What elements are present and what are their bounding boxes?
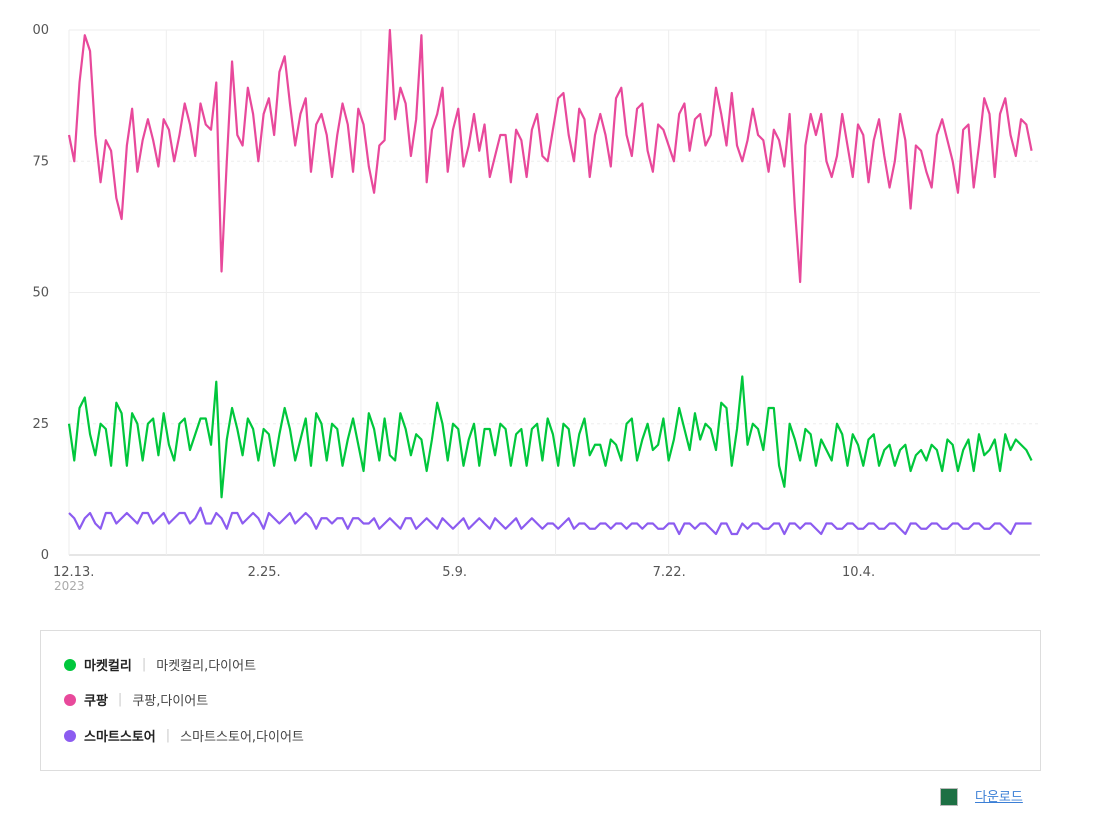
legend-item: 마켓컬리 | 마켓컬리,다이어트 bbox=[64, 655, 256, 674]
y-tick-label: 00 bbox=[32, 23, 49, 38]
x-tick-label: 5.9. bbox=[442, 565, 467, 580]
y-tick-label: 25 bbox=[32, 417, 49, 432]
chart: 0 25 50 75 00 12.13. 2.25. 5.9. 7.22. 10.4. 2023 bbox=[32, 23, 1040, 593]
x-tick-label: 2.25. bbox=[248, 565, 281, 580]
legend-keywords: 쿠팡,다이어트 bbox=[132, 694, 209, 709]
x-tick-label: 10.4. bbox=[842, 565, 875, 580]
series-line bbox=[67, 28, 1033, 284]
legend-label: 쿠팡 bbox=[84, 694, 108, 709]
series-line bbox=[68, 506, 1032, 536]
legend-item: 쿠팡 | 쿠팡,다이어트 bbox=[64, 690, 208, 709]
legend-label: 마켓컬리 bbox=[84, 659, 132, 674]
legend-marker bbox=[64, 729, 76, 742]
legend-separator: | bbox=[141, 657, 147, 672]
y-tick-label: 0 bbox=[41, 548, 49, 563]
x-tick-label: 12.13. bbox=[53, 565, 94, 580]
legend-item: 스마트스토어 | 스마트스토어,다이어트 bbox=[64, 726, 304, 745]
legend-keywords: 마켓컬리,다이어트 bbox=[156, 659, 257, 674]
legend-separator: | bbox=[165, 728, 171, 743]
x-year-label: 2023 bbox=[54, 579, 85, 593]
legend-marker bbox=[64, 693, 76, 706]
excel-icon[interactable] bbox=[940, 788, 958, 806]
legend-separator: | bbox=[117, 692, 123, 707]
legend-label: 스마트스토어 bbox=[84, 730, 156, 745]
x-tick-label: 7.22. bbox=[653, 565, 686, 580]
y-tick-label: 75 bbox=[32, 154, 49, 169]
download-label[interactable]: 다운로드 bbox=[975, 790, 1023, 805]
legend-marker bbox=[64, 658, 76, 671]
series-line bbox=[67, 375, 1033, 499]
legend-keywords: 스마트스토어,다이어트 bbox=[180, 730, 304, 745]
download-link[interactable]: 다운로드 bbox=[975, 786, 1023, 805]
y-tick-label: 50 bbox=[32, 286, 49, 301]
